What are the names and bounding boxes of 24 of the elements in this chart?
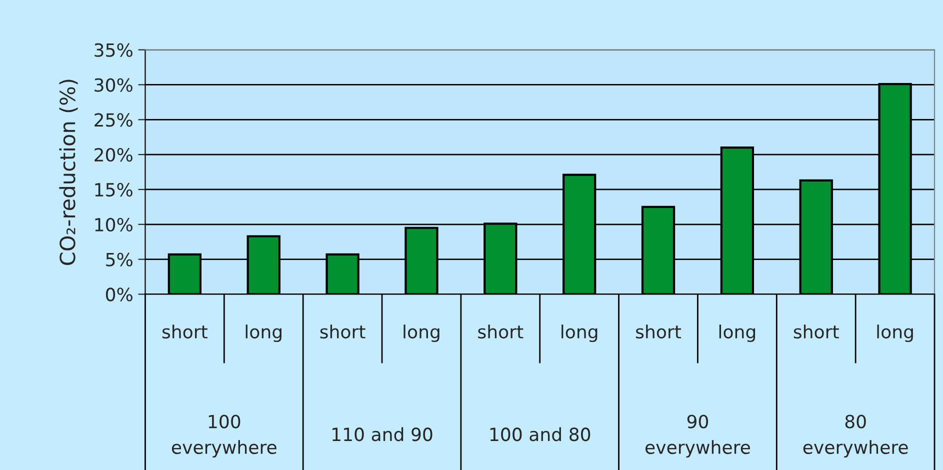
x-tick-label: short (478, 324, 524, 339)
x-tick-label: short (636, 324, 682, 339)
text: 110 and 90 (332, 427, 432, 442)
x-tick-label: long (562, 324, 598, 342)
text: 80 everywhere (803, 414, 908, 458)
y-tick-label: 10% (95, 218, 132, 232)
x-tick-label: long (404, 324, 440, 342)
y-tick-label: 20% (94, 148, 132, 162)
text: 90 everywhere (645, 414, 750, 458)
x-tick-label: long (246, 324, 282, 342)
y-tick-label: 30% (94, 78, 132, 92)
y-tick-label: 15% (95, 182, 132, 197)
x-tick-label: long (719, 324, 756, 342)
text: 100 everywhere (172, 414, 276, 458)
x-tick-label: short (794, 324, 839, 339)
x-tick-label: long (877, 324, 913, 342)
y-tick-label: 25% (94, 113, 132, 127)
y-tick-label: 35% (94, 43, 132, 57)
x-tick-label: short (162, 324, 208, 339)
y-tick-label: 5% (106, 252, 132, 266)
x-tick-label: short (320, 324, 366, 339)
y-axis-title: CO₂-reduction (%) (59, 80, 78, 265)
y-tick-label: 0% (106, 288, 132, 302)
text: 100 and 80 (490, 427, 590, 442)
